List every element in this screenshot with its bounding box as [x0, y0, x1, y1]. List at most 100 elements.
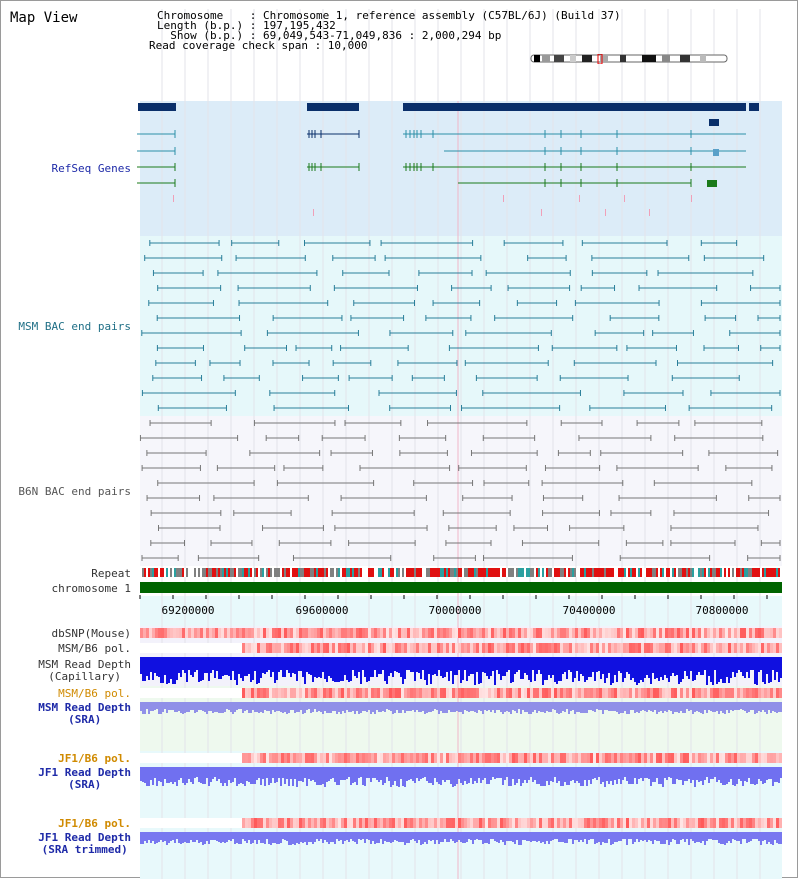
track-label-chromosome[interactable]: chromosome 1	[51, 582, 131, 595]
polymorphism-cell	[284, 643, 287, 653]
polymorphism-cell	[488, 818, 491, 828]
polymorphism-cell	[569, 753, 572, 763]
read-depth-bar	[752, 702, 754, 710]
polymorphism-cell	[203, 818, 206, 828]
read-depth-bar	[170, 657, 172, 679]
track-label-msm-b6-pol-1[interactable]: MSM/B6 pol.	[58, 642, 131, 655]
read-depth-bar	[280, 657, 282, 670]
track-label-dbsnp[interactable]: dbSNP(Mouse)	[51, 627, 131, 640]
polymorphism-cell	[581, 628, 584, 638]
read-depth-bar	[612, 702, 614, 711]
read-depth-bar	[704, 702, 706, 710]
read-depth-bar	[488, 702, 490, 710]
read-depth-bar	[372, 767, 374, 778]
read-depth-bar	[394, 832, 396, 840]
polymorphism-cell	[395, 643, 398, 653]
read-depth-bar	[192, 702, 194, 710]
polymorphism-cell	[776, 818, 779, 828]
repeat-segment	[662, 568, 664, 577]
ideogram-band	[534, 55, 540, 62]
polymorphism-cell	[584, 643, 587, 653]
track-label-jf1-read-depth-trimmed[interactable]: JF1 Read Depth (SRA trimmed)	[38, 832, 131, 856]
track-label-msm-bac[interactable]: MSM BAC end pairs	[18, 320, 131, 333]
read-depth-bar	[682, 657, 684, 679]
repeat-segment	[378, 568, 380, 577]
read-depth-bar	[620, 767, 622, 784]
polymorphism-cell	[488, 628, 491, 638]
repeat-segment	[206, 568, 208, 577]
repeat-segment	[438, 568, 440, 577]
polymorphism-cell	[212, 688, 215, 698]
read-depth-bar	[674, 767, 676, 784]
track-label-refseq-genes[interactable]: RefSeq Genes	[51, 162, 131, 175]
polymorphism-cell	[509, 688, 512, 698]
read-depth-bar	[374, 702, 376, 714]
repeat-segment	[424, 568, 426, 577]
polymorphism-cell	[206, 753, 209, 763]
read-depth-bar	[172, 657, 174, 684]
read-depth-bar	[192, 832, 194, 842]
polymorphism-cell	[683, 643, 686, 653]
axis-tick-label: 70400000	[562, 604, 616, 617]
polymorphism-cell	[422, 753, 425, 763]
polymorphism-cell	[323, 688, 326, 698]
repeat-segment	[548, 568, 550, 577]
read-depth-bar	[536, 702, 538, 713]
polymorphism-cell	[677, 628, 680, 638]
read-depth-bar	[314, 767, 316, 782]
polymorphism-cell	[482, 628, 485, 638]
read-depth-bar	[208, 832, 210, 844]
read-depth-bar	[268, 767, 270, 785]
polymorphism-cell	[668, 643, 671, 653]
read-depth-bar	[530, 767, 532, 777]
read-depth-bar	[700, 702, 702, 713]
read-depth-bar	[186, 657, 188, 682]
polymorphism-cell	[563, 688, 566, 698]
repeat-segment	[488, 568, 490, 577]
track-label-b6n-bac[interactable]: B6N BAC end pairs	[18, 485, 131, 498]
polymorphism-cell	[389, 628, 392, 638]
read-depth-bar	[232, 702, 234, 714]
read-depth-bar	[314, 702, 316, 709]
repeat-segment	[398, 568, 400, 577]
polymorphism-cell	[632, 643, 635, 653]
read-depth-bar	[720, 702, 722, 711]
read-depth-bar	[256, 832, 258, 844]
read-depth-bar	[280, 832, 282, 843]
read-depth-bar	[618, 767, 620, 779]
polymorphism-cell	[587, 818, 590, 828]
read-depth-bar	[204, 657, 206, 673]
track-label-msm-read-depth-capillary[interactable]: MSM Read Depth (Capillary)	[38, 659, 131, 683]
read-depth-bar	[640, 832, 642, 840]
polymorphism-cell	[635, 818, 638, 828]
polymorphism-cell	[644, 818, 647, 828]
chromosome-ideogram[interactable]	[530, 54, 730, 64]
polymorphism-cell	[461, 643, 464, 653]
polymorphism-cell	[380, 753, 383, 763]
gene-block	[749, 103, 759, 111]
polymorphism-cell	[722, 818, 725, 828]
repeat-segment	[498, 568, 500, 577]
polymorphism-cell	[578, 753, 581, 763]
track-label-repeat[interactable]: Repeat	[91, 567, 131, 580]
track-label-msm-b6-pol-2[interactable]: MSM/B6 pol.	[58, 687, 131, 700]
read-depth-bar	[720, 832, 722, 844]
read-depth-bar	[682, 767, 684, 785]
repeat-segment	[370, 568, 372, 577]
read-depth-bar	[566, 702, 568, 709]
repeat-segment	[770, 568, 772, 577]
track-label-jf1-b6-pol-2[interactable]: JF1/B6 pol.	[58, 817, 131, 830]
polymorphism-cell	[473, 688, 476, 698]
read-depth-bar	[306, 767, 308, 786]
polymorphism-cell	[362, 753, 365, 763]
polymorphism-cell	[641, 753, 644, 763]
polymorphism-cell	[302, 818, 305, 828]
polymorphism-cell	[752, 688, 755, 698]
read-depth-bar	[234, 767, 236, 778]
polymorphism-cell	[620, 688, 623, 698]
track-label-jf1-b6-pol-1[interactable]: JF1/B6 pol.	[58, 752, 131, 765]
track-label-msm-read-depth-sra[interactable]: MSM Read Depth (SRA)	[38, 702, 131, 726]
track-label-jf1-read-depth-sra[interactable]: JF1 Read Depth (SRA)	[38, 767, 131, 791]
read-depth-bar	[172, 702, 174, 710]
polymorphism-cell	[371, 628, 374, 638]
